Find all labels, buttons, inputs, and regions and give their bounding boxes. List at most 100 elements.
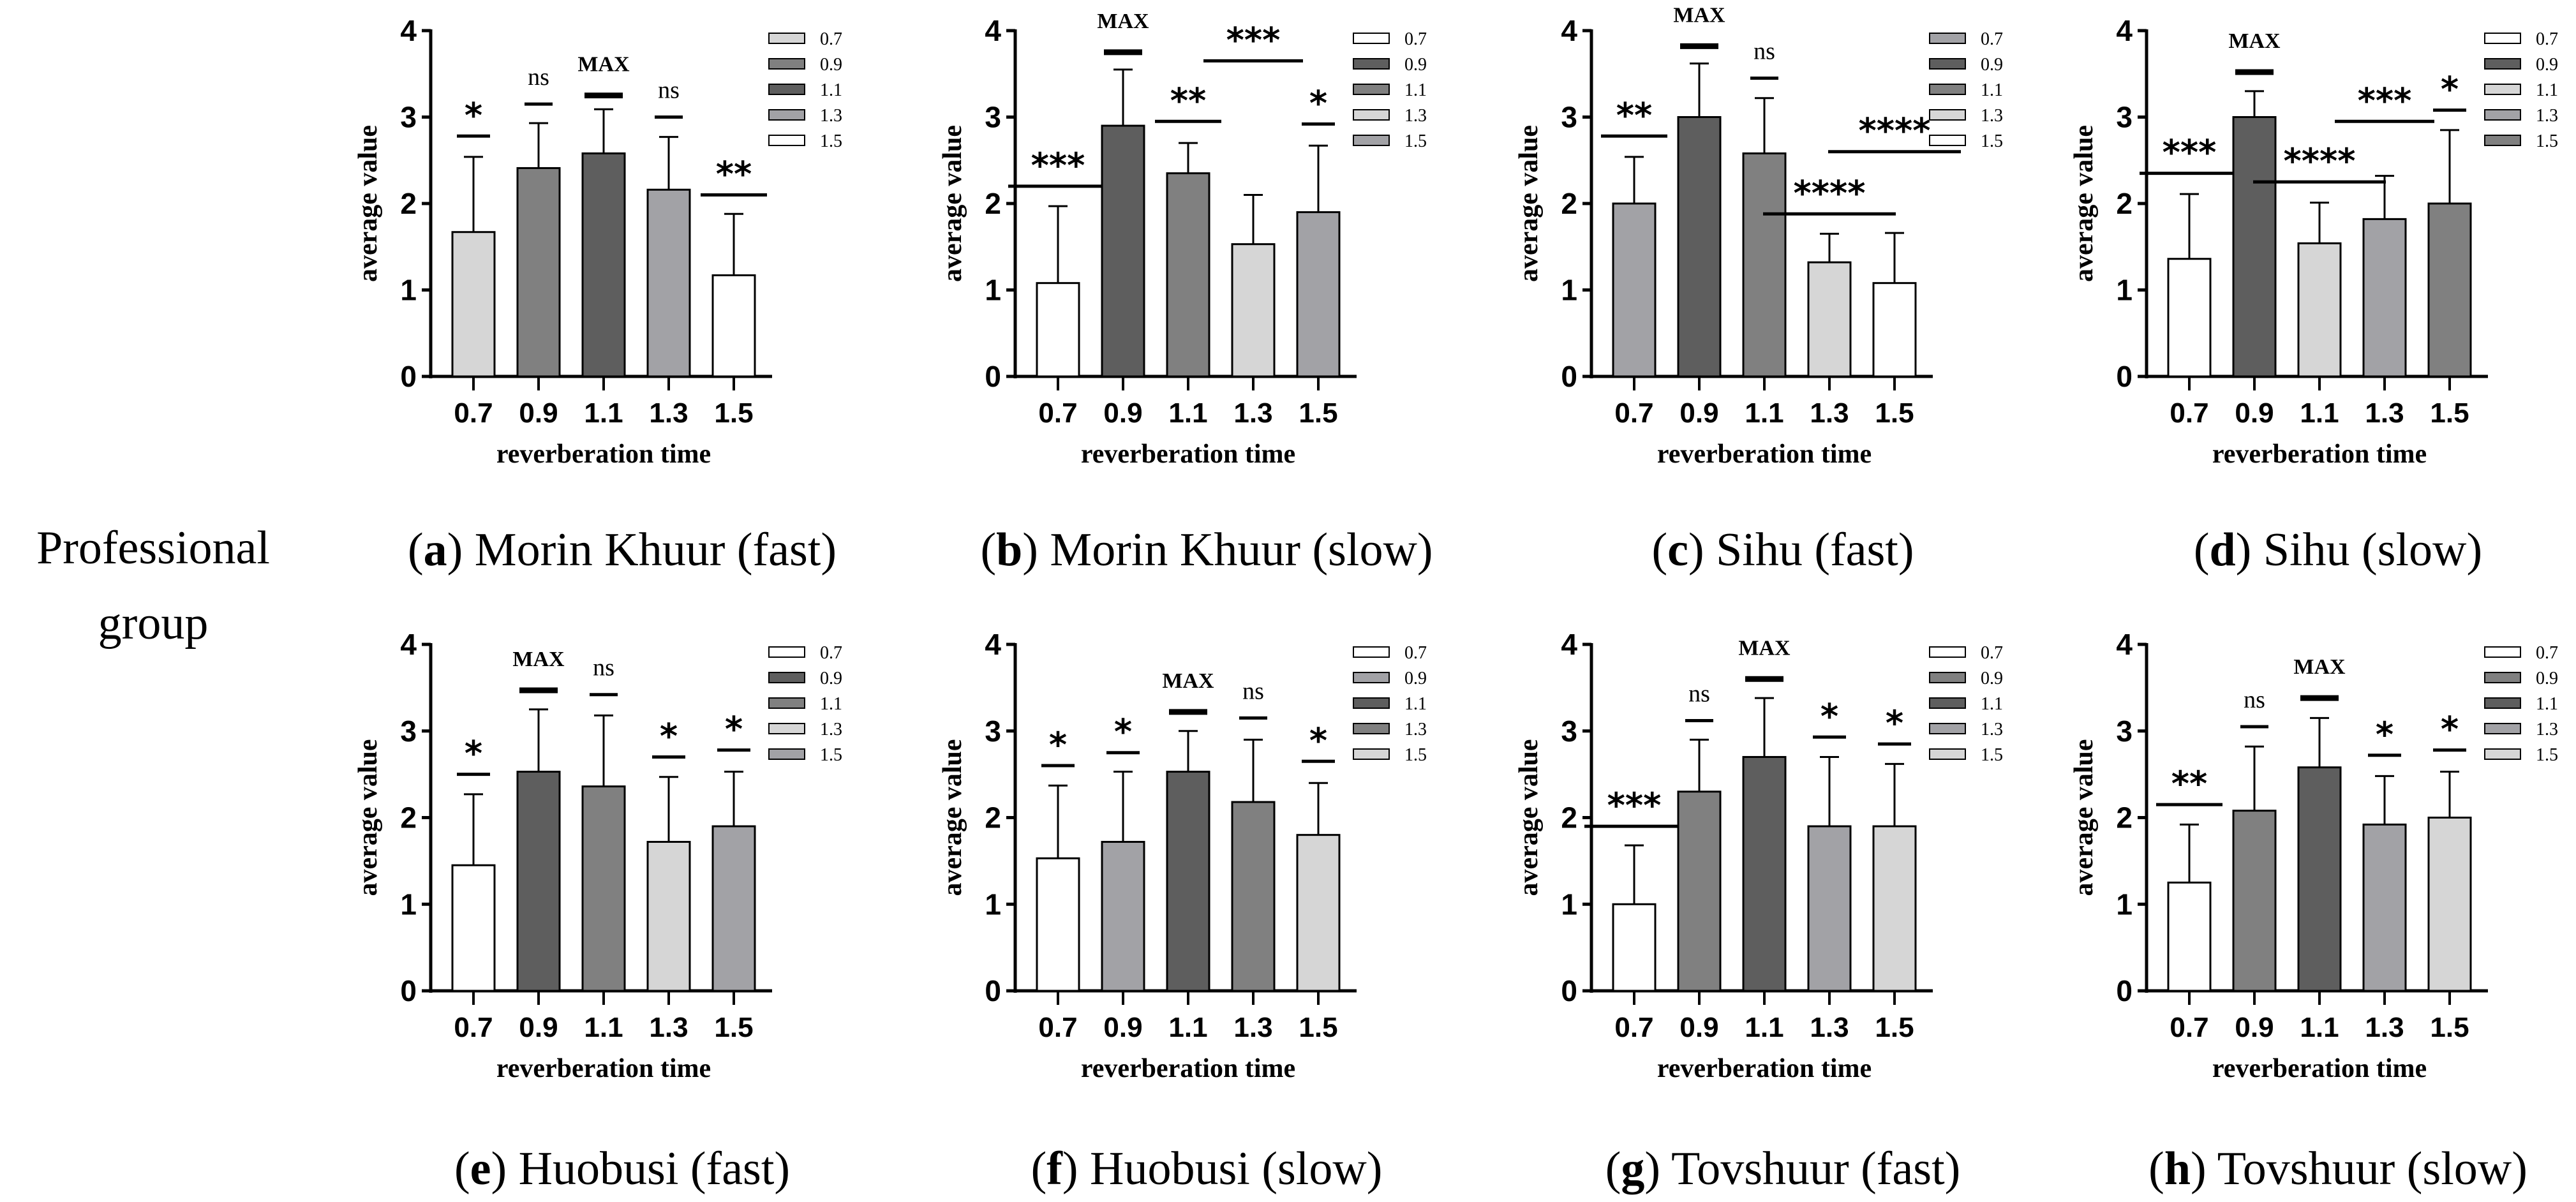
y-tick-label: 3 — [2116, 715, 2133, 748]
y-tick-label: 4 — [2116, 628, 2133, 661]
y-tick-label: 0 — [2116, 974, 2133, 1007]
legend-swatch — [768, 84, 805, 95]
x-axis-label: reverberation time — [1657, 1054, 1872, 1083]
legend-swatch — [1929, 84, 1966, 95]
chart-h: 0 1 2 3 4 average value 0.7 ** 0.9 ns 1.1 MAX 1.3 * 1.… — [2069, 628, 2558, 1083]
legend-label: 0.9 — [1981, 669, 2003, 688]
bar-0.7 — [451, 231, 496, 378]
bar-1.5 — [1872, 825, 1917, 992]
bar-1.5 — [711, 274, 756, 378]
x-axis-label: reverberation time — [1081, 440, 1295, 469]
legend-swatch — [768, 135, 805, 146]
legend-swatch — [1929, 748, 1966, 760]
legend-swatch — [768, 33, 805, 44]
caption-title: ) Tovshuur (slow) — [2190, 1143, 2528, 1195]
x-tick-label: 0.9 — [2235, 397, 2274, 429]
y-tick-label: 3 — [400, 715, 417, 748]
bar-1.3 — [1231, 243, 1276, 378]
bar-0.7 — [2167, 881, 2212, 992]
legend-swatch — [1353, 748, 1390, 760]
x-tick-label: 1.1 — [1745, 1012, 1783, 1043]
y-tick-label: 3 — [2116, 101, 2133, 134]
x-tick-label: 0.7 — [1614, 1012, 1653, 1043]
bar-1.1 — [581, 785, 626, 992]
y-tick-label: 2 — [985, 187, 1001, 220]
y-tick-label: 0 — [400, 974, 417, 1007]
y-tick-label: 1 — [400, 274, 417, 307]
legend-swatch — [1353, 697, 1390, 709]
legend-swatch — [2484, 697, 2521, 709]
legend-swatch — [1353, 33, 1390, 44]
legend-label: 0.7 — [1404, 29, 1427, 49]
legend-label: 0.7 — [1981, 29, 2003, 49]
caption-a: (a) Morin Khuur (fast) — [407, 524, 837, 576]
x-tick-label: 1.5 — [714, 397, 753, 429]
group-label: Professional group — [36, 522, 270, 649]
significance-label: ns — [2244, 686, 2265, 713]
y-tick-label: 2 — [400, 187, 417, 220]
legend-label: 1.1 — [1404, 80, 1427, 100]
significance-label: * — [660, 716, 678, 756]
x-tick-label: 1.1 — [584, 1012, 623, 1043]
caption-letter: g — [1621, 1143, 1645, 1195]
legend-label: 1.5 — [1404, 131, 1427, 151]
legend-label: 1.3 — [1404, 720, 1427, 739]
y-tick-label: 4 — [985, 14, 1001, 47]
significance-label: MAX — [2293, 655, 2346, 679]
x-tick-label: 1.3 — [649, 397, 688, 429]
y-tick-label: 4 — [400, 628, 417, 661]
bar-0.9 — [1101, 841, 1145, 992]
caption-letter: e — [470, 1143, 491, 1195]
y-tick-label: 1 — [1561, 887, 1577, 921]
bar-1.1 — [1166, 771, 1210, 992]
x-tick-label: 0.9 — [1103, 1012, 1142, 1043]
y-tick-label: 2 — [1561, 187, 1577, 220]
x-axis-label: reverberation time — [496, 1054, 711, 1083]
significance-label: ** — [1170, 80, 1206, 121]
legend-label: 1.3 — [820, 720, 842, 739]
x-tick-label: 1.3 — [1233, 397, 1272, 429]
significance-label: ** — [2171, 764, 2207, 804]
bar-0.7 — [2167, 258, 2212, 378]
x-tick-label: 1.5 — [1299, 1012, 1337, 1043]
x-tick-label: 0.9 — [1679, 1012, 1718, 1043]
bar-1.5 — [1296, 834, 1341, 992]
y-axis-label: average value — [938, 739, 967, 896]
significance-label: ns — [1242, 678, 1264, 704]
caption-title: ) Morin Khuur (fast) — [447, 524, 837, 576]
x-tick-label: 1.1 — [1168, 1012, 1207, 1043]
legend-swatch — [768, 646, 805, 658]
bar-1.3 — [1807, 825, 1852, 992]
significance-label: ns — [1753, 38, 1775, 65]
significance-label: ns — [593, 655, 614, 681]
y-tick-label: 0 — [985, 974, 1001, 1007]
bar-0.7 — [1036, 857, 1080, 992]
significance-label: * — [1820, 696, 1838, 736]
legend-label: 0.9 — [2536, 669, 2558, 688]
caption-letter: c — [1667, 524, 1689, 576]
legend-label: 0.7 — [820, 643, 842, 663]
x-tick-label: 0.9 — [1679, 397, 1718, 429]
y-tick-label: 0 — [1561, 360, 1577, 393]
significance-label: ns — [1688, 680, 1710, 707]
bar-1.5 — [2427, 817, 2472, 992]
significance-label: MAX — [1673, 3, 1725, 27]
significance-label: ** — [716, 154, 752, 194]
caption-title: ) Huobusi (slow) — [1062, 1143, 1383, 1195]
y-tick-label: 4 — [985, 628, 1001, 661]
bar-0.9 — [2232, 116, 2277, 378]
x-tick-label: 1.3 — [2365, 397, 2404, 429]
legend-label: 0.9 — [2536, 55, 2558, 75]
bar-1.3 — [646, 188, 691, 378]
caption-letter: b — [996, 524, 1023, 576]
significance-label: *** — [2163, 133, 2217, 173]
legend-swatch — [768, 109, 805, 121]
caption-g: (g) Tovshuur (fast) — [1605, 1143, 1961, 1195]
bar-1.3 — [2362, 823, 2407, 992]
legend-swatch — [1353, 84, 1390, 95]
bar-0.9 — [2232, 810, 2277, 992]
bar-0.9 — [1677, 790, 1722, 992]
x-tick-label: 1.1 — [584, 397, 623, 429]
legend-swatch — [768, 58, 805, 70]
y-tick-label: 0 — [400, 360, 417, 393]
